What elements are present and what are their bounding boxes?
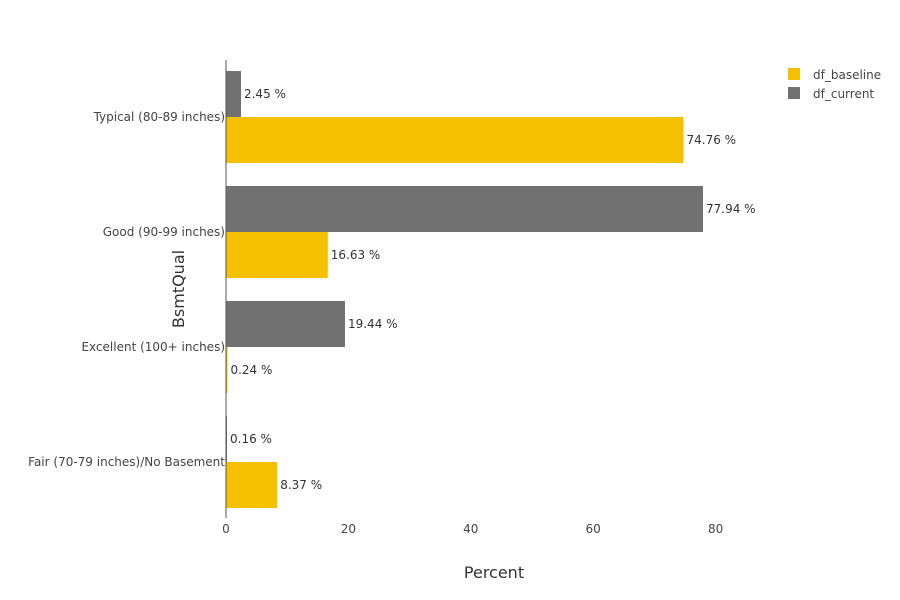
data-label-df-current-fair-70-79-inches-no-basement: 0.16 %: [230, 432, 272, 446]
data-label-df-current-good-90-99-inches: 77.94 %: [706, 202, 756, 216]
data-label-df-baseline-typical-80-89-inches: 74.76 %: [687, 133, 737, 147]
x-axis-ticks: 0 20 40 60 80: [222, 522, 723, 536]
category-label-typical-80-89-inches: Typical (80-89 inches): [93, 110, 225, 124]
x-tick-20: 20: [341, 522, 356, 536]
bar-df-current-typical-80-89-inches: [226, 71, 241, 117]
y-axis-categories: Typical (80-89 inches) Good (90-99 inches…: [28, 110, 225, 469]
bar-df-baseline-good-90-99-inches: [226, 232, 328, 278]
bar-df-current-good-90-99-inches: [226, 186, 703, 232]
data-label-df-baseline-excellent-100-inches: 0.24 %: [230, 363, 272, 377]
legend-swatch-df-current: [788, 87, 800, 99]
x-tick-40: 40: [463, 522, 478, 536]
x-tick-0: 0: [222, 522, 230, 536]
legend-label-df-current: df_current: [813, 87, 874, 101]
data-label-df-baseline-good-90-99-inches: 16.63 %: [331, 248, 381, 262]
x-axis-title: Percent: [464, 563, 524, 582]
bar-df-baseline-typical-80-89-inches: [226, 117, 684, 163]
bar-df-baseline-fair-70-79-inches-no-basement: [226, 462, 278, 508]
category-label-excellent-100-inches: Excellent (100+ inches): [81, 340, 225, 354]
category-label-good-90-99-inches: Good (90-99 inches): [103, 225, 225, 239]
bars-layer: [226, 71, 703, 508]
legend-label-df-baseline: df_baseline: [813, 68, 881, 82]
bar-df-current-excellent-100-inches: [226, 301, 345, 347]
legend: df_baseline df_current: [788, 68, 881, 101]
data-labels: 2.45 % 74.76 % 77.94 % 16.63 % 19.44 % 0.24 %…: [230, 87, 756, 492]
category-label-fair-70-79-inches-no-basement: Fair (70-79 inches)/No Basement: [28, 455, 225, 469]
data-label-df-current-excellent-100-inches: 19.44 %: [348, 317, 398, 331]
x-tick-80: 80: [708, 522, 723, 536]
bar-df-baseline-excellent-100-inches: [226, 347, 228, 393]
data-label-df-current-typical-80-89-inches: 2.45 %: [244, 87, 286, 101]
y-axis-title: BsmtQual: [169, 250, 188, 328]
x-tick-60: 60: [586, 522, 601, 536]
legend-swatch-df-baseline: [788, 68, 800, 80]
data-label-df-baseline-fair-70-79-inches-no-basement: 8.37 %: [280, 478, 322, 492]
